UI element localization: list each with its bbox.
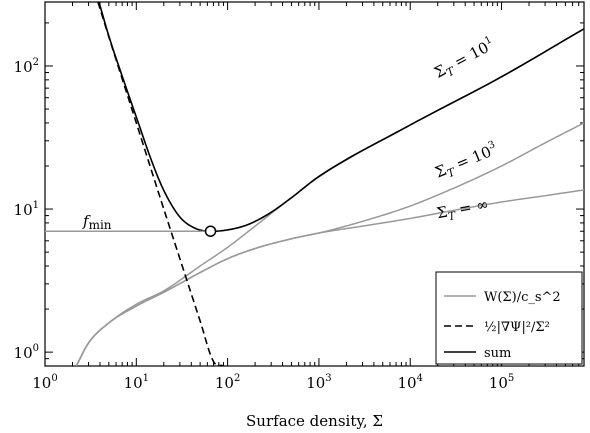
x-tick-label: 105 [489, 373, 514, 392]
series-line-4 [98, 2, 584, 233]
fmin-marker: fmin [45, 212, 217, 237]
fmin-label: fmin [82, 212, 112, 232]
curves [75, 2, 584, 366]
curve-annotations: ΣT = 101 ΣT = 103 ΣT = ∞ [431, 34, 501, 225]
series-line-3 [97, 2, 224, 366]
x-tick-label: 101 [124, 373, 149, 392]
y-tick-label: 102 [14, 57, 39, 76]
series-line-2 [75, 189, 584, 366]
curve-label-1: ΣT = 103 [432, 139, 501, 184]
x-axis-label: Surface density, Σ [246, 412, 383, 430]
x-tick-label: 104 [397, 373, 422, 392]
x-tick-label: 102 [215, 373, 240, 392]
legend-box [435, 271, 583, 365]
legend: W(Σ)/c_s^2 ½|∇Ψ|²/Σ² sum [435, 271, 583, 365]
legend-label-2: sum [484, 346, 511, 361]
curve-label-2: ΣT = ∞ [435, 195, 491, 225]
x-tick-label: 100 [32, 373, 57, 392]
legend-label-1: ½|∇Ψ|²/Σ² [484, 320, 550, 335]
curve-label-0: ΣT = 101 [431, 34, 499, 84]
y-tick-label: 101 [14, 200, 39, 219]
fmin-point [204, 225, 217, 237]
axis-ticks: 100 101 102 103 104 105 100 101 102 [14, 2, 585, 392]
y-tick-label: 100 [14, 343, 39, 362]
legend-label-0: W(Σ)/c_s^2 [484, 290, 561, 305]
x-tick-label: 103 [306, 373, 331, 392]
